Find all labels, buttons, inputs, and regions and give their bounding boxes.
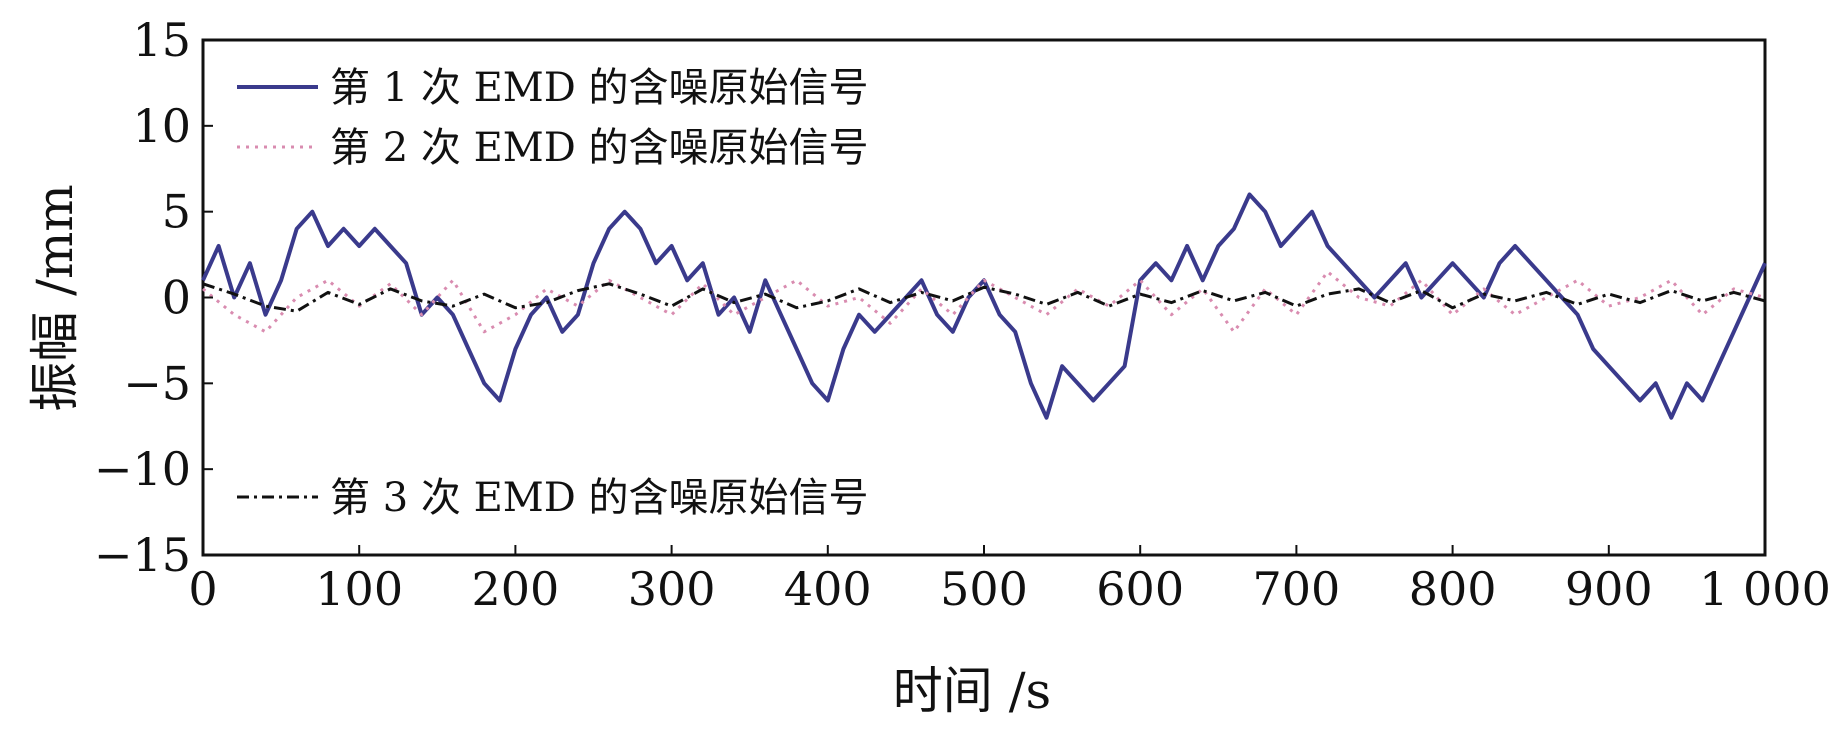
y-tick-label: 10 <box>132 99 191 153</box>
x-tick-label: 200 <box>471 562 559 616</box>
y-tick-label: −15 <box>94 528 191 582</box>
series-line-2 <box>202 270 1766 334</box>
x-tick-label: 1 000 <box>1699 562 1831 616</box>
x-tick-label: 0 <box>188 562 217 616</box>
y-tick-label: 0 <box>162 271 191 325</box>
series-layer <box>201 192 1767 420</box>
x-tick-label: 600 <box>1096 562 1184 616</box>
legend-label-3: 第 3 次 EMD 的含噪原始信号 <box>330 475 869 521</box>
x-tick-label: 800 <box>1409 562 1497 616</box>
series-line-3 <box>202 282 1766 313</box>
x-tick-label: 900 <box>1565 562 1653 616</box>
y-tick-label: −5 <box>123 356 191 410</box>
x-tick-label: 500 <box>940 562 1028 616</box>
x-tick-label: 400 <box>784 562 872 616</box>
x-tick-label: 700 <box>1252 562 1340 616</box>
x-axis-title: 时间 /s <box>893 662 1051 720</box>
x-tick-label: 100 <box>315 562 403 616</box>
plot-area <box>201 38 1767 557</box>
x-tick-label: 300 <box>628 562 716 616</box>
y-tick-label: −10 <box>94 442 191 496</box>
legend-label-2: 第 2 次 EMD 的含噪原始信号 <box>330 125 869 171</box>
y-axis-title: 振幅 /mm <box>26 184 84 412</box>
legend-label-1: 第 1 次 EMD 的含噪原始信号 <box>330 65 869 111</box>
y-tick-label: 5 <box>162 185 191 239</box>
y-tick-label: 15 <box>132 13 191 67</box>
tick-layer: 0 100 200 300 400 500 600 700 800 900 1 000151050−… <box>94 13 1831 616</box>
